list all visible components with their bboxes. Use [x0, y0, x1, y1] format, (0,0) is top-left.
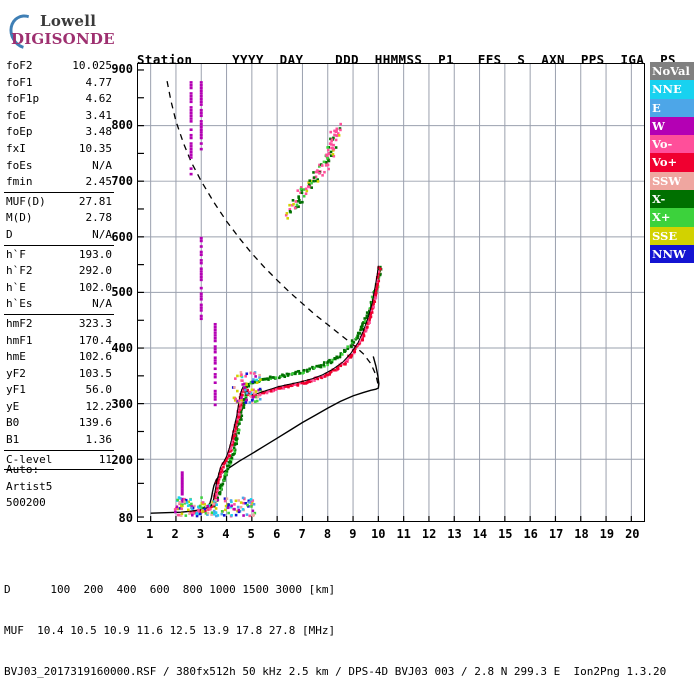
footer-distance-row: D 100 200 400 600 800 1000 1500 3000 [km… [0, 583, 666, 597]
x-axis-tick: 3 [197, 527, 204, 541]
legend-item-nnw[interactable]: NNW [650, 245, 694, 263]
x-axis-tick: 18 [574, 527, 588, 541]
y-axis-tick: 800 [97, 118, 133, 132]
y-axis-tick: 700 [97, 174, 133, 188]
param-label: h`E [6, 280, 26, 297]
legend-item-vo-[interactable]: Vo- [650, 135, 694, 153]
param-label: yE [6, 399, 19, 416]
y-axis-labels: 80 200 300 400 500 600 700 800 900 [95, 63, 133, 522]
x-axis-tick: 16 [523, 527, 537, 541]
param-label: foF1p [6, 91, 39, 108]
param-label: B1 [6, 432, 19, 449]
x-axis-tick: 13 [447, 527, 461, 541]
x-axis-tick: 14 [473, 527, 487, 541]
legend-item-vo-[interactable]: Vo+ [650, 153, 694, 171]
param-label: M(D) [6, 210, 33, 227]
param-label: D [6, 227, 13, 244]
x-axis-tick: 15 [498, 527, 512, 541]
x-axis-tick: 4 [222, 527, 229, 541]
legend-item-ssw[interactable]: SSW [650, 172, 694, 190]
footer-muf-row: MUF 10.4 10.5 10.9 11.6 12.5 13.9 17.8 2… [0, 624, 666, 638]
legend-item-x-[interactable]: X- [650, 190, 694, 208]
ionogram-plot-area[interactable] [137, 63, 645, 522]
legend-item-w[interactable]: W [650, 117, 694, 135]
param-label: hmE [6, 349, 26, 366]
param-label: foEp [6, 124, 33, 141]
x-axis-tick: 12 [422, 527, 436, 541]
x-axis-tick: 17 [549, 527, 563, 541]
x-axis-tick: 2 [171, 527, 178, 541]
footer-file-row: BVJ03_2017319160000.RSF / 380fx512h 50 k… [0, 665, 666, 679]
legend-item-sse[interactable]: SSE [650, 227, 694, 245]
param-label: hmF2 [6, 316, 33, 333]
lowell-digisonde-logo: Lowell DIGISONDE [8, 10, 128, 50]
param-label: foF2 [6, 58, 33, 75]
legend-item-nne[interactable]: NNE [650, 80, 694, 98]
param-label: B0 [6, 415, 19, 432]
x-axis-tick: 5 [248, 527, 255, 541]
param-label: foE [6, 108, 26, 125]
param-label: h`F [6, 247, 26, 264]
param-label: foEs [6, 158, 33, 175]
legend-item-e[interactable]: E [650, 99, 694, 117]
polarization-legend[interactable]: NoVal NNE E W Vo- Vo+ SSW X- X+ SSE NNW [650, 62, 694, 263]
param-label: h`F2 [6, 263, 33, 280]
legend-item-x-[interactable]: X+ [650, 208, 694, 226]
logo-lowell-text: Lowell [40, 12, 96, 30]
param-label: yF1 [6, 382, 26, 399]
param-label: fmin [6, 174, 33, 191]
logo-digisonde-text: DIGISONDE [11, 30, 115, 48]
param-label: foF1 [6, 75, 33, 92]
footer-info: D 100 200 400 600 800 1000 1500 3000 [km… [0, 556, 666, 692]
x-axis-tick: 7 [298, 527, 305, 541]
y-axis-tick: 900 [97, 62, 133, 76]
param-label: yF2 [6, 366, 26, 383]
x-axis-tick: 10 [371, 527, 385, 541]
legend-item-noval[interactable]: NoVal [650, 62, 694, 80]
plot-data-traces [138, 64, 644, 521]
y-axis-tick: 600 [97, 230, 133, 244]
x-axis-tick: 19 [600, 527, 614, 541]
x-axis-tick: 9 [349, 527, 356, 541]
x-axis-labels: 1 2 3 4 5 6 7 8 9 10 11 12 13 14 15 16 17 18 19 20 [137, 527, 645, 543]
y-axis-tick: 500 [97, 285, 133, 299]
y-axis-tick: 200 [97, 453, 133, 467]
param-label: fxI [6, 141, 26, 158]
y-axis-tick: 80 [97, 511, 133, 525]
y-axis-tick: 300 [97, 397, 133, 411]
x-axis-tick: 20 [625, 527, 639, 541]
param-label: MUF(D) [6, 194, 46, 211]
x-axis-tick: 11 [396, 527, 410, 541]
x-axis-tick: 8 [324, 527, 331, 541]
x-axis-tick: 1 [146, 527, 153, 541]
y-axis-tick: 400 [97, 341, 133, 355]
param-label: h`Es [6, 296, 33, 313]
param-label: hmF1 [6, 333, 33, 350]
x-axis-tick: 6 [273, 527, 280, 541]
